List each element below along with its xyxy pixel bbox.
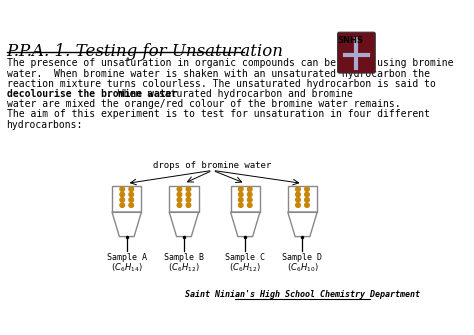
Circle shape [296,192,300,197]
Text: Saint Ninian's High School Chemistry Department: Saint Ninian's High School Chemistry Dep… [185,290,420,299]
Text: drops of bromine water: drops of bromine water [154,160,272,170]
Circle shape [247,187,252,192]
Circle shape [296,198,300,202]
Circle shape [247,192,252,197]
Text: Sample A: Sample A [107,253,147,262]
Circle shape [296,187,300,192]
Circle shape [186,192,191,197]
Circle shape [238,187,243,192]
Circle shape [177,198,182,202]
Circle shape [120,198,125,202]
Text: P.P.A. 1. Testing for Unsaturation: P.P.A. 1. Testing for Unsaturation [7,43,283,60]
Circle shape [120,192,125,197]
Polygon shape [112,186,141,212]
Circle shape [296,203,300,207]
Text: Sample B: Sample B [164,253,204,262]
Polygon shape [169,186,199,212]
Text: $(C_6H_{14})$: $(C_6H_{14})$ [111,262,143,274]
Circle shape [247,198,252,202]
Circle shape [177,203,182,207]
Text: water are mixed the orange/red colour of the bromine water remains.: water are mixed the orange/red colour of… [7,99,400,109]
Circle shape [247,203,252,207]
Text: water.  When bromine water is shaken with an unsaturated hydrocarbon the: water. When bromine water is shaken with… [7,69,429,79]
Text: $(C_6H_{12})$: $(C_6H_{12})$ [168,262,200,274]
Circle shape [177,187,182,192]
Circle shape [238,203,243,207]
Circle shape [305,203,309,207]
Polygon shape [112,212,141,237]
Circle shape [238,198,243,202]
Text: The presence of unsaturation in organic compounds can be shown using bromine: The presence of unsaturation in organic … [7,58,453,68]
Polygon shape [169,212,199,237]
Circle shape [129,192,134,197]
Text: $(C_6H_{12})$: $(C_6H_{12})$ [229,262,261,274]
Text: Sample D: Sample D [283,253,322,262]
Polygon shape [288,186,317,212]
Circle shape [305,198,309,202]
Text: . When a saturated hydrocarbon and bromine: . When a saturated hydrocarbon and bromi… [106,89,353,99]
Circle shape [129,198,134,202]
Circle shape [305,192,309,197]
Text: SNHS: SNHS [337,36,364,45]
Text: hydrocarbons:: hydrocarbons: [7,120,83,130]
Polygon shape [288,212,317,237]
Circle shape [186,203,191,207]
Text: decolourise the bromine water: decolourise the bromine water [7,89,177,99]
Circle shape [186,187,191,192]
Circle shape [186,198,191,202]
Circle shape [129,203,134,207]
Circle shape [129,187,134,192]
Circle shape [120,203,125,207]
Text: $(C_6H_{10})$: $(C_6H_{10})$ [287,262,319,274]
Polygon shape [230,212,260,237]
Text: Sample C: Sample C [225,253,265,262]
Circle shape [305,187,309,192]
Text: The aim of this experiment is to test for unsaturation in four different: The aim of this experiment is to test fo… [7,110,429,120]
Circle shape [238,192,243,197]
Text: reaction mixture turns colourless. The unsaturated hydrocarbon is said to: reaction mixture turns colourless. The u… [7,79,436,89]
FancyBboxPatch shape [337,32,375,73]
Circle shape [177,192,182,197]
Polygon shape [230,186,260,212]
Circle shape [120,187,125,192]
